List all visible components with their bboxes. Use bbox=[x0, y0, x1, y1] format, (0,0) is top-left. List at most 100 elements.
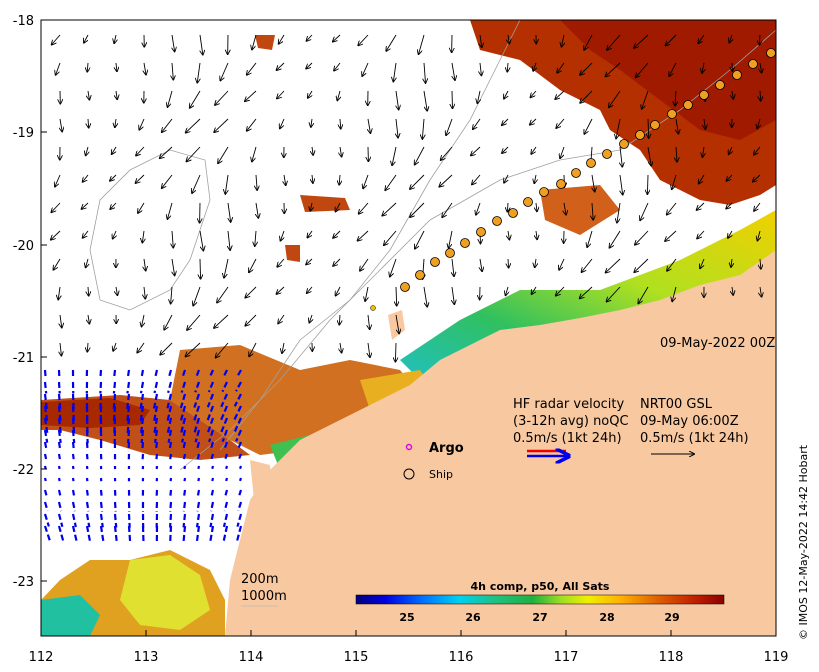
current-arrow bbox=[282, 342, 284, 353]
y-axis: -18 -19 -20 -21 -22 -23 bbox=[13, 14, 47, 590]
current-arrow bbox=[362, 62, 369, 76]
radar-arrow bbox=[183, 465, 187, 470]
radar-arrow bbox=[206, 405, 215, 422]
radar-arrow bbox=[182, 501, 187, 512]
date-label: 09-May-2022 00Z bbox=[660, 336, 775, 351]
current-arrow bbox=[172, 258, 175, 275]
current-arrow bbox=[162, 174, 173, 188]
radar-arrow bbox=[127, 513, 131, 528]
radar-arrow bbox=[195, 513, 201, 528]
gsl-legend-title: NRT00 GSL bbox=[640, 397, 713, 412]
sst-west-band-dark bbox=[41, 398, 150, 428]
current-arrow bbox=[580, 62, 593, 75]
radar-arrow bbox=[169, 453, 173, 460]
radar-arrow bbox=[195, 369, 201, 377]
current-arrow bbox=[333, 230, 341, 238]
radar-arrow bbox=[71, 525, 78, 542]
current-arrow bbox=[247, 62, 257, 75]
current-arrow bbox=[441, 146, 453, 160]
radar-arrow bbox=[167, 429, 173, 443]
current-arrow bbox=[83, 174, 89, 182]
current-arrow bbox=[648, 118, 649, 138]
current-arrow bbox=[476, 202, 481, 215]
current-arrow bbox=[113, 230, 116, 239]
radar-arrow bbox=[180, 417, 187, 434]
radar-arrow bbox=[236, 513, 243, 527]
sst-warm-core bbox=[560, 20, 776, 140]
current-arrow bbox=[197, 62, 200, 83]
current-arrow bbox=[452, 258, 454, 276]
radar-arrow bbox=[99, 501, 104, 512]
radar-arrow bbox=[181, 369, 187, 378]
radar-arrow bbox=[222, 525, 229, 542]
current-arrow bbox=[306, 62, 313, 69]
radar-arrow bbox=[219, 405, 229, 421]
current-arrow bbox=[584, 118, 593, 134]
current-arrow bbox=[307, 34, 313, 41]
radar-arrow bbox=[57, 477, 61, 482]
radar-arrow bbox=[126, 405, 131, 423]
current-arrow bbox=[58, 286, 60, 300]
current-arrow bbox=[556, 118, 565, 128]
radar-arrow bbox=[43, 465, 47, 470]
current-arrow bbox=[358, 34, 369, 45]
current-arrow bbox=[702, 62, 704, 73]
current-arrow bbox=[605, 62, 621, 76]
current-arrow bbox=[584, 34, 593, 50]
radar-arrow bbox=[222, 513, 229, 528]
ship-position bbox=[619, 139, 629, 149]
current-arrow bbox=[186, 146, 201, 161]
radar-legend-title: HF radar velocity bbox=[513, 397, 625, 412]
radar-arrow bbox=[233, 417, 243, 432]
current-arrow bbox=[638, 286, 649, 303]
radar-arrow bbox=[238, 465, 243, 470]
current-arrow bbox=[410, 202, 425, 217]
current-arrow bbox=[471, 146, 481, 155]
radar-arrow bbox=[182, 525, 187, 543]
radar-arrow bbox=[233, 393, 242, 407]
radar-arrow bbox=[153, 429, 159, 443]
radar-arrow bbox=[183, 477, 187, 482]
radar-arrow bbox=[57, 429, 62, 444]
radar-arrow bbox=[169, 525, 173, 543]
radar-arrow bbox=[183, 489, 187, 496]
radar-arrow bbox=[180, 381, 187, 393]
radar-arrow bbox=[43, 501, 49, 512]
current-arrow bbox=[256, 174, 257, 190]
current-arrow bbox=[676, 146, 677, 162]
current-arrow bbox=[339, 314, 340, 325]
radar-arrow bbox=[166, 393, 173, 409]
radar-arrow bbox=[238, 489, 243, 496]
current-arrow bbox=[502, 146, 509, 153]
current-arrow bbox=[555, 90, 565, 99]
radar-arrow bbox=[140, 429, 145, 444]
current-arrow bbox=[110, 174, 117, 181]
colorbar-title: 4h comp, p50, All Sats bbox=[471, 580, 610, 593]
colorbar-tick: 29 bbox=[664, 611, 679, 624]
current-arrow bbox=[699, 174, 705, 184]
current-arrow bbox=[531, 146, 537, 154]
contour-200m-label: 200m bbox=[241, 572, 278, 587]
radar-arrow bbox=[235, 525, 243, 542]
y-tick-label: -20 bbox=[13, 239, 34, 254]
current-arrow bbox=[86, 258, 88, 267]
current-arrow bbox=[424, 62, 426, 83]
current-arrow bbox=[228, 202, 231, 222]
current-arrow bbox=[60, 342, 61, 356]
current-arrow bbox=[731, 258, 732, 267]
current-arrow bbox=[396, 286, 397, 306]
radar-arrow bbox=[43, 513, 50, 527]
radar-arrow bbox=[57, 405, 62, 423]
current-arrow bbox=[114, 34, 116, 43]
radar-arrow bbox=[194, 429, 201, 443]
current-arrow bbox=[410, 174, 425, 189]
ship-legend-icon bbox=[403, 468, 415, 480]
plot-frame bbox=[40, 19, 777, 637]
radar-arrow bbox=[223, 441, 229, 451]
radar-arrow bbox=[43, 393, 48, 409]
current-arrow bbox=[87, 342, 88, 352]
radar-arrow bbox=[99, 513, 104, 528]
x-tick-label: 118 bbox=[659, 650, 684, 665]
current-arrow bbox=[423, 90, 427, 111]
